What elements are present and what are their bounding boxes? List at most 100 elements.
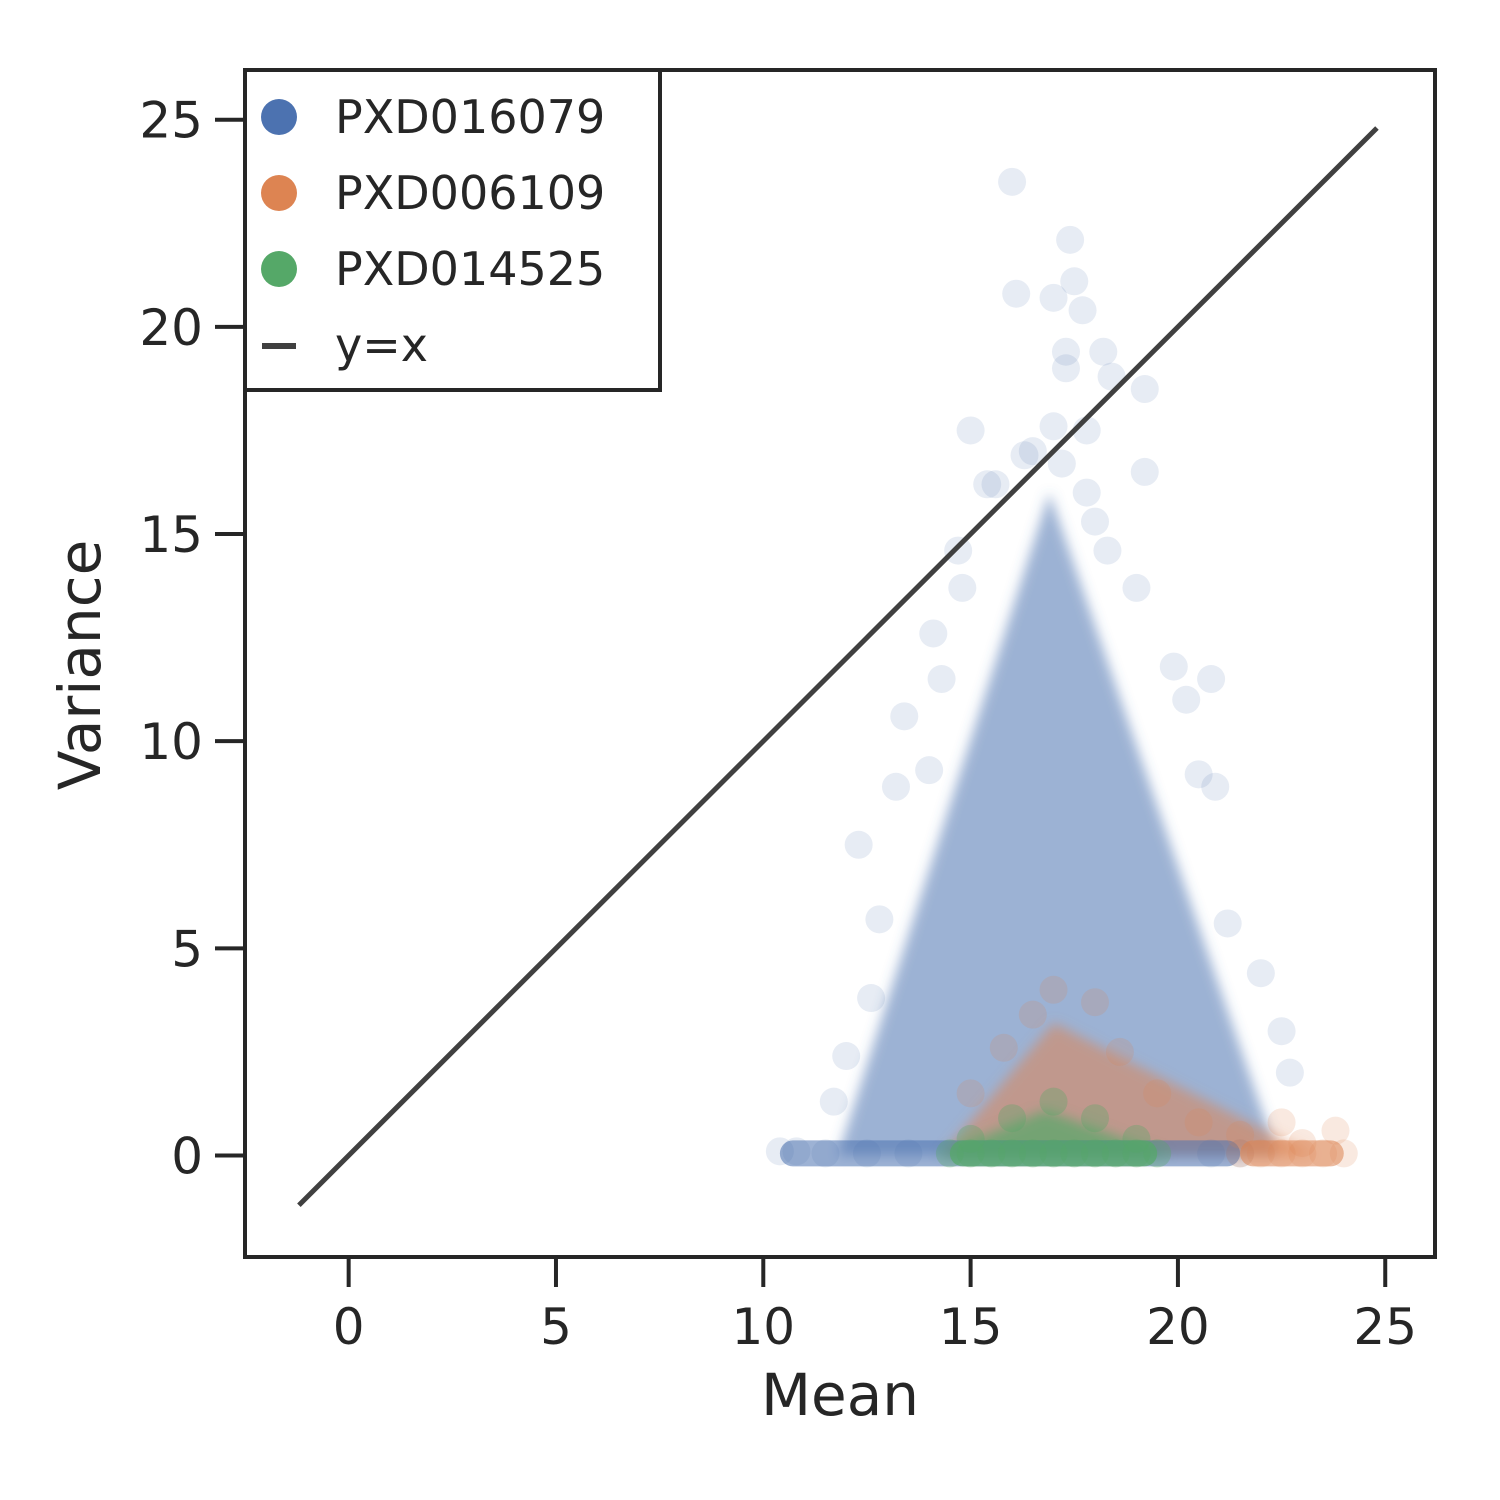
scatter-point-pxd016079 (765, 1137, 794, 1166)
legend-marker (261, 99, 297, 135)
scatter-point-pxd016079 (881, 772, 910, 801)
scatter-point-pxd016079 (1213, 909, 1242, 938)
y-tick-label: 15 (139, 506, 203, 564)
scatter-point-pxd016079 (1130, 375, 1159, 404)
scatter-point-pxd016079 (915, 756, 944, 785)
scatter-point-pxd016079 (973, 470, 1002, 499)
scatter-point-pxd014525 (1143, 1139, 1172, 1168)
scatter-point-pxd014525 (1122, 1124, 1151, 1153)
scatter-point-pxd006109 (989, 1033, 1018, 1062)
scatter-point-pxd006109 (1288, 1139, 1317, 1168)
scatter-point-pxd016079 (1068, 296, 1097, 325)
scatter-point-pxd014525 (956, 1124, 985, 1153)
scatter-point-pxd014525 (1039, 1139, 1068, 1168)
scatter-point-pxd006109 (1226, 1120, 1255, 1149)
x-axis: 0 5 10 15 20 25 (333, 1257, 1417, 1356)
scatter-point-pxd016079 (857, 984, 886, 1013)
x-tick-label: 20 (1146, 1298, 1210, 1356)
y-tick-label: 0 (171, 1127, 203, 1185)
scatter-point-pxd006109 (1329, 1139, 1358, 1168)
scatter-point-pxd016079 (844, 830, 873, 859)
scatter-point-pxd006109 (1267, 1108, 1296, 1137)
legend: PXD016079 PXD006109 PXD014525 y=x (243, 68, 662, 392)
legend-label: PXD016079 (335, 90, 605, 144)
scatter-point-pxd016079 (1197, 1139, 1226, 1168)
scatter-point-pxd016079 (1002, 279, 1031, 308)
scatter-point-pxd016079 (1197, 665, 1226, 694)
legend-label: y=x (335, 318, 428, 372)
y-tick-label: 20 (139, 299, 203, 357)
scatter-point-pxd006109 (1321, 1116, 1350, 1145)
legend-label: PXD014525 (335, 242, 605, 296)
x-tick-label: 10 (731, 1298, 795, 1356)
plot-frame (243, 68, 1437, 1259)
x-axis-title: Mean (761, 1361, 919, 1429)
legend-label: PXD006109 (335, 166, 605, 220)
scatter-point-pxd016079 (1060, 267, 1089, 296)
scatter-point-pxd016079 (956, 416, 985, 445)
scatter-point-pxd014525 (1081, 1104, 1109, 1133)
scatter-point-pxd014525 (977, 1139, 1006, 1168)
scatter-point-pxd016079 (782, 1137, 811, 1166)
scatter-point-pxd016079 (1072, 478, 1101, 507)
scatter-point-pxd016079 (1089, 337, 1118, 366)
scatter-point-pxd014525 (1081, 1139, 1109, 1168)
scatter-point-pxd016079 (1122, 573, 1151, 602)
scatter-point-pxd016079 (1159, 652, 1188, 681)
scatter-point-pxd016079 (865, 905, 894, 934)
scatter-point-pxd014525 (1039, 1087, 1068, 1116)
scatter-point-pxd016079 (1275, 1058, 1304, 1087)
scatter-point-pxd016079 (1039, 412, 1068, 441)
scatter-point-pxd016079 (1184, 760, 1213, 789)
y-axis: 0 5 10 15 20 25 (139, 92, 245, 1185)
scatter-point-pxd014525 (956, 1139, 985, 1168)
scatter-point-pxd016079 (944, 536, 973, 565)
scatter-point-pxd006109 (956, 1079, 985, 1108)
scatter-point-pxd006109 (1309, 1139, 1338, 1168)
scatter-point-pxd006109 (1143, 1079, 1172, 1108)
scatter-point-pxd016079 (919, 619, 948, 648)
scatter-point-pxd006109 (1039, 975, 1068, 1004)
scatter-point-pxd016079 (852, 1139, 881, 1168)
y-tick-label: 25 (139, 92, 203, 150)
x-tick-label: 5 (540, 1298, 572, 1356)
reference-lines (297, 126, 1379, 1207)
scatter-point-pxd014525 (1122, 1139, 1151, 1168)
scatter-point-pxd016079 (1201, 772, 1230, 801)
scatter-point-pxd014525 (1018, 1139, 1047, 1168)
scatter-point-pxd006109 (1246, 1139, 1275, 1168)
scatter-point-pxd016079 (1056, 225, 1085, 254)
scatter-point-pxd016079 (1093, 536, 1122, 565)
x-tick-label: 15 (939, 1298, 1003, 1356)
scatter-points (765, 167, 1358, 1168)
scatter-point-pxd016079 (1039, 283, 1068, 312)
scatter-point-pxd014525 (1101, 1139, 1130, 1168)
y-axis-title: Variance (46, 540, 114, 791)
density-cloud-pxd016079 (837, 492, 1278, 1156)
scatter-point-pxd016079 (1081, 507, 1109, 536)
scatter-point-pxd016079 (1130, 457, 1159, 486)
scatter-point-pxd016079 (1051, 337, 1080, 366)
scatter-point-pxd016079 (927, 665, 956, 694)
baseline-band-pxd014525 (949, 1140, 1158, 1167)
x-tick-label: 25 (1353, 1298, 1417, 1356)
scatter-point-pxd016079 (981, 470, 1010, 499)
baseline-band-pxd006109 (1240, 1140, 1344, 1167)
scatter-point-pxd016079 (811, 1139, 840, 1168)
scatter-point-pxd006109 (1267, 1139, 1296, 1168)
scatter-point-pxd006109 (1288, 1129, 1317, 1158)
scatter-point-pxd016079 (998, 167, 1027, 196)
scatter-point-pxd016079 (894, 1139, 923, 1168)
scatter-point-pxd006109 (1226, 1139, 1255, 1168)
scatter-point-pxd006109 (1105, 1037, 1134, 1066)
legend-marker (261, 251, 297, 287)
scatter-point-pxd016079 (1018, 437, 1047, 466)
scatter-point-pxd016079 (1047, 449, 1076, 478)
series-line-y-x (297, 126, 1379, 1207)
y-tick-label: 10 (139, 713, 203, 771)
scatter-point-pxd016079 (1010, 441, 1039, 470)
scatter-point-pxd006109 (1018, 1000, 1047, 1029)
scatter-point-pxd016079 (890, 702, 919, 731)
scatter-point-pxd006109 (1081, 988, 1109, 1017)
scatter-point-pxd016079 (819, 1087, 848, 1116)
